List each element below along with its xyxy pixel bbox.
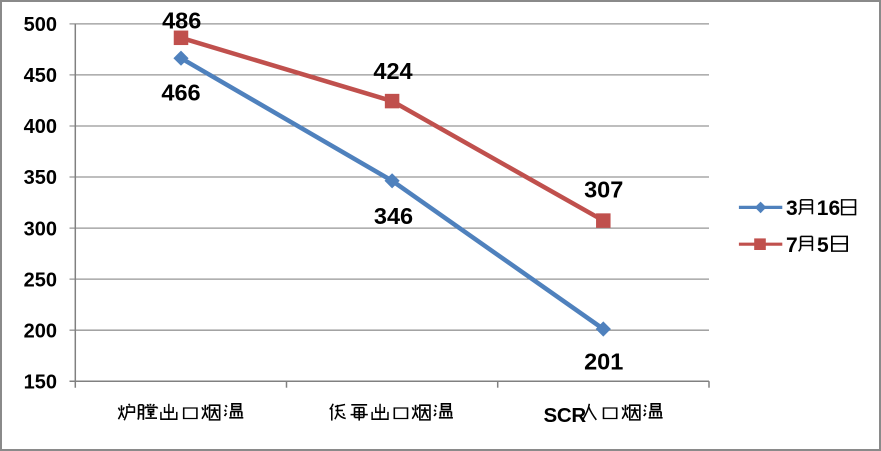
svg-text:5: 5 [817,234,829,257]
svg-text:486: 486 [162,7,201,33]
svg-text:424: 424 [373,58,412,84]
svg-text:300: 300 [24,218,57,240]
svg-text:346: 346 [374,203,413,229]
svg-text:7: 7 [786,234,798,257]
svg-text:16: 16 [817,197,840,220]
svg-text:SCR: SCR [544,404,587,427]
svg-text:3: 3 [786,197,798,220]
svg-text:200: 200 [24,320,57,342]
svg-text:500: 500 [24,14,57,36]
svg-text:450: 450 [24,65,57,87]
svg-text:150: 150 [24,371,57,393]
svg-text:307: 307 [584,176,623,202]
svg-text:350: 350 [24,167,57,189]
svg-text:250: 250 [24,269,57,291]
svg-text:466: 466 [161,80,200,106]
svg-text:400: 400 [24,116,57,138]
svg-text:201: 201 [584,348,623,374]
